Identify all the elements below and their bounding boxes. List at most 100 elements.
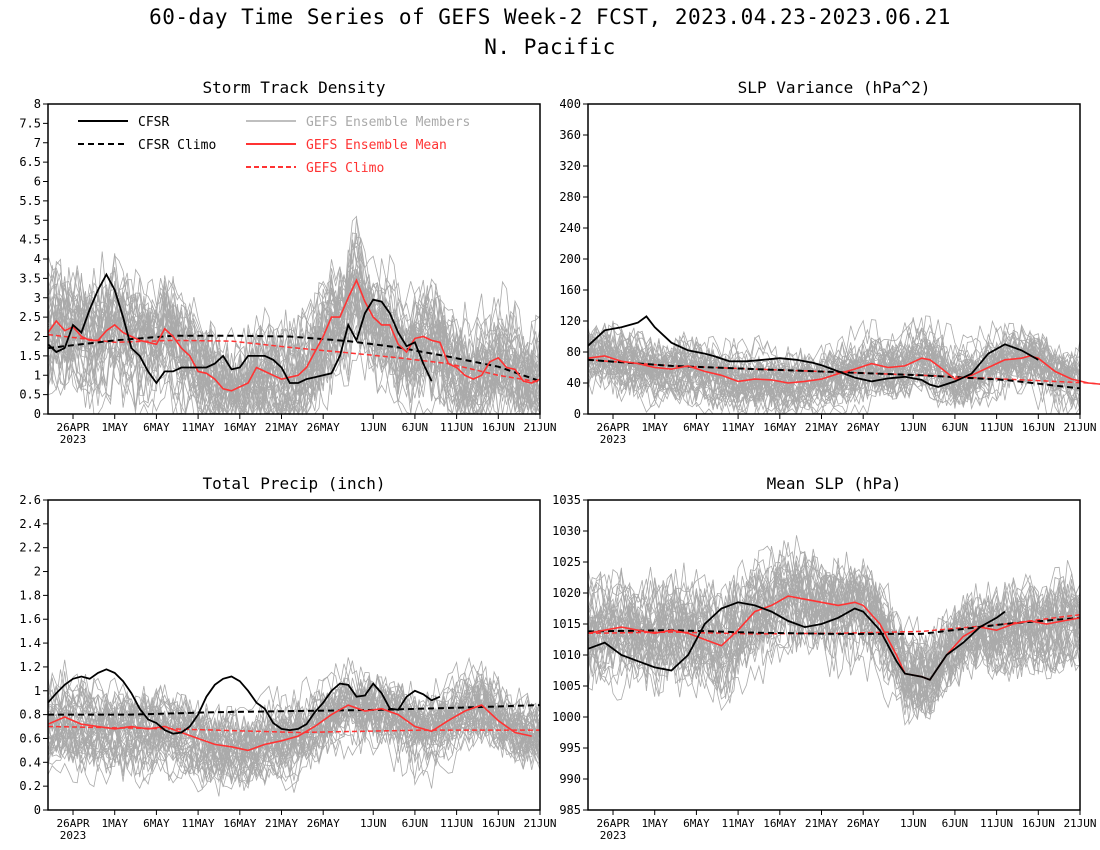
ensemble-member-line [47, 269, 541, 406]
panel-3: Mean SLP (hPa) 985 990 995 1000 1005 1010 1015 1… [552, 474, 1096, 842]
x-tick-label: 6MAY [683, 421, 710, 434]
x-tick-label: 11JUN [980, 421, 1013, 434]
cfsr-line [587, 315, 1039, 388]
y-tick-label: 1015 [552, 617, 581, 631]
x-tick-label: 6JUN [942, 817, 969, 830]
y-tick-label: 3 [34, 291, 41, 305]
x-tick-label: 21JUN [1063, 421, 1096, 434]
y-tick-label: 1 [34, 368, 41, 382]
x-tick-label: 26APR [56, 421, 89, 434]
x-tick-label: 16JUN [482, 421, 515, 434]
y-tick-label: 7 [34, 136, 41, 150]
y-tick-label: 120 [559, 314, 581, 328]
gefs-mean-line [47, 278, 541, 392]
ensemble-member-line [47, 309, 541, 415]
y-tick-label: 5.5 [19, 194, 41, 208]
y-tick-label: 40 [567, 376, 581, 390]
y-tick-label: 1030 [552, 524, 581, 538]
y-tick-label: 0.6 [19, 731, 41, 745]
x-year-label: 2023 [600, 829, 627, 842]
x-tick-label: 16JUN [1022, 817, 1055, 830]
figure-title: 60-day Time Series of GEFS Week-2 FCST, … [149, 5, 951, 29]
x-tick-label: 1JUN [360, 817, 387, 830]
y-tick-label: 4.5 [19, 233, 41, 247]
y-tick-label: 280 [559, 190, 581, 204]
x-tick-label: 11MAY [722, 817, 755, 830]
x-tick-label: 11JUN [980, 817, 1013, 830]
x-tick-label: 11MAY [182, 817, 215, 830]
ensemble-member-line [587, 542, 1081, 672]
y-tick-label: 1.5 [19, 349, 41, 363]
y-tick-label: 1005 [552, 679, 581, 693]
legend-gefs-mean-label: GEFS Ensemble Mean [306, 138, 447, 153]
legend-gefs-members-label: GEFS Ensemble Members [306, 115, 470, 130]
x-year-label: 2023 [60, 433, 87, 446]
ensemble-members [47, 656, 541, 797]
y-tick-label: 2 [34, 330, 41, 344]
cfsr-line [47, 668, 441, 735]
y-tick-label: 2.6 [19, 493, 41, 507]
y-tick-label: 1025 [552, 555, 581, 569]
ensemble-member-line [587, 559, 1081, 719]
panel-title: Total Precip (inch) [202, 474, 385, 493]
ensemble-member-line [587, 333, 1081, 394]
ensemble-member-line [47, 288, 541, 416]
gefs-mean-line [587, 595, 1081, 681]
x-tick-label: 11JUN [440, 817, 473, 830]
y-tick-label: 985 [559, 803, 581, 817]
legend: CFSR CFSR Climo GEFS Ensemble Members GEFS … [78, 115, 470, 176]
ensemble-member-line [587, 568, 1081, 704]
x-tick-label: 1JUN [900, 421, 927, 434]
ensemble-member-line [47, 215, 541, 407]
ensemble-member-line [47, 677, 541, 788]
x-tick-label: 26MAY [847, 817, 880, 830]
x-tick-label: 26MAY [307, 817, 340, 830]
x-tick-label: 1MAY [641, 421, 668, 434]
cfsr-climo-line [47, 334, 541, 383]
y-tick-label: 7.5 [19, 116, 41, 130]
ensemble-member-line [587, 548, 1081, 691]
panel-title: SLP Variance (hPa^2) [738, 78, 931, 97]
y-tick-label: 400 [559, 97, 581, 111]
ensemble-member-line [587, 562, 1081, 705]
y-tick-label: 0.8 [19, 708, 41, 722]
gefs-mean-line [47, 704, 532, 752]
x-tick-label: 1MAY [101, 817, 128, 830]
ensemble-member-line [47, 671, 541, 760]
legend-gefs-climo-label: GEFS Climo [306, 161, 384, 176]
x-tick-label: 21JUN [1063, 817, 1096, 830]
panel-1: SLP Variance (hPa^2) 0 40 80 120 160 200 240 280… [559, 78, 1100, 446]
x-tick-label: 1MAY [101, 421, 128, 434]
y-tick-label: 1.6 [19, 612, 41, 626]
panel-2: Total Precip (inch) 0 0.2 0.4 0.6 0.8 1 1.2 1.4 1… [19, 474, 556, 842]
y-tick-label: 0 [574, 407, 581, 421]
ensemble-member-line [47, 288, 541, 415]
y-tick-label: 0.4 [19, 755, 41, 769]
ensemble-member-line [47, 684, 541, 783]
legend-cfsr-climo-label: CFSR Climo [138, 138, 216, 153]
x-tick-label: 11MAY [182, 421, 215, 434]
y-tick-label: 200 [559, 252, 581, 266]
y-tick-label: 995 [559, 741, 581, 755]
x-tick-label: 21JUN [523, 817, 556, 830]
x-tick-label: 21MAY [265, 817, 298, 830]
x-tick-label: 16MAY [763, 421, 796, 434]
x-tick-label: 21MAY [805, 421, 838, 434]
y-tick-label: 990 [559, 772, 581, 786]
x-tick-label: 11MAY [722, 421, 755, 434]
y-tick-label: 1.2 [19, 660, 41, 674]
x-tick-label: 16MAY [223, 817, 256, 830]
x-tick-label: 21JUN [523, 421, 556, 434]
ensemble-member-line [587, 322, 1081, 411]
y-tick-label: 2.4 [19, 517, 41, 531]
y-tick-label: 160 [559, 283, 581, 297]
x-tick-label: 16JUN [482, 817, 515, 830]
x-tick-label: 6MAY [143, 817, 170, 830]
x-year-label: 2023 [600, 433, 627, 446]
y-tick-label: 1010 [552, 648, 581, 662]
x-tick-label: 16JUN [1022, 421, 1055, 434]
x-tick-label: 16MAY [763, 817, 796, 830]
y-tick-label: 6 [34, 175, 41, 189]
y-tick-label: 2.2 [19, 541, 41, 555]
